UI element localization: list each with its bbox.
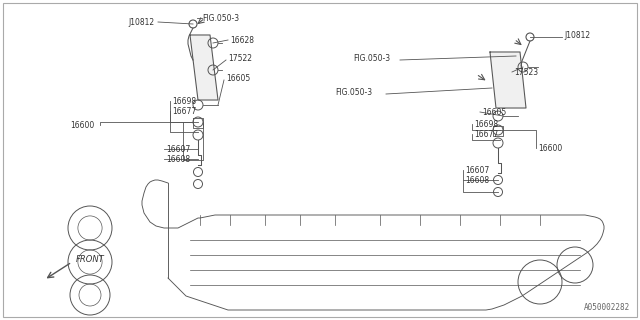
Text: 16600: 16600 bbox=[538, 143, 563, 153]
Text: FIG.050-3: FIG.050-3 bbox=[353, 53, 390, 62]
Polygon shape bbox=[190, 35, 218, 100]
Text: 16628: 16628 bbox=[230, 36, 254, 44]
Text: FIG.050-3: FIG.050-3 bbox=[335, 87, 372, 97]
Text: 16607: 16607 bbox=[465, 165, 489, 174]
Text: A050002282: A050002282 bbox=[584, 303, 630, 312]
Text: 16605: 16605 bbox=[482, 108, 506, 116]
Text: 16608: 16608 bbox=[465, 175, 489, 185]
Polygon shape bbox=[490, 52, 526, 108]
Text: FRONT: FRONT bbox=[76, 255, 105, 265]
Text: 16605: 16605 bbox=[226, 74, 250, 83]
Text: 16698: 16698 bbox=[474, 119, 498, 129]
Text: 16607: 16607 bbox=[166, 145, 190, 154]
Text: 16698: 16698 bbox=[172, 97, 196, 106]
Text: 17522: 17522 bbox=[228, 53, 252, 62]
Text: FIG.050-3: FIG.050-3 bbox=[202, 13, 239, 22]
Text: 17523: 17523 bbox=[514, 68, 538, 76]
Text: 16600: 16600 bbox=[70, 121, 94, 130]
Text: J10812: J10812 bbox=[129, 18, 155, 27]
Text: J10812: J10812 bbox=[564, 30, 590, 39]
Text: 16608: 16608 bbox=[166, 155, 190, 164]
Text: 16677: 16677 bbox=[474, 130, 499, 139]
Text: 16677: 16677 bbox=[172, 107, 196, 116]
